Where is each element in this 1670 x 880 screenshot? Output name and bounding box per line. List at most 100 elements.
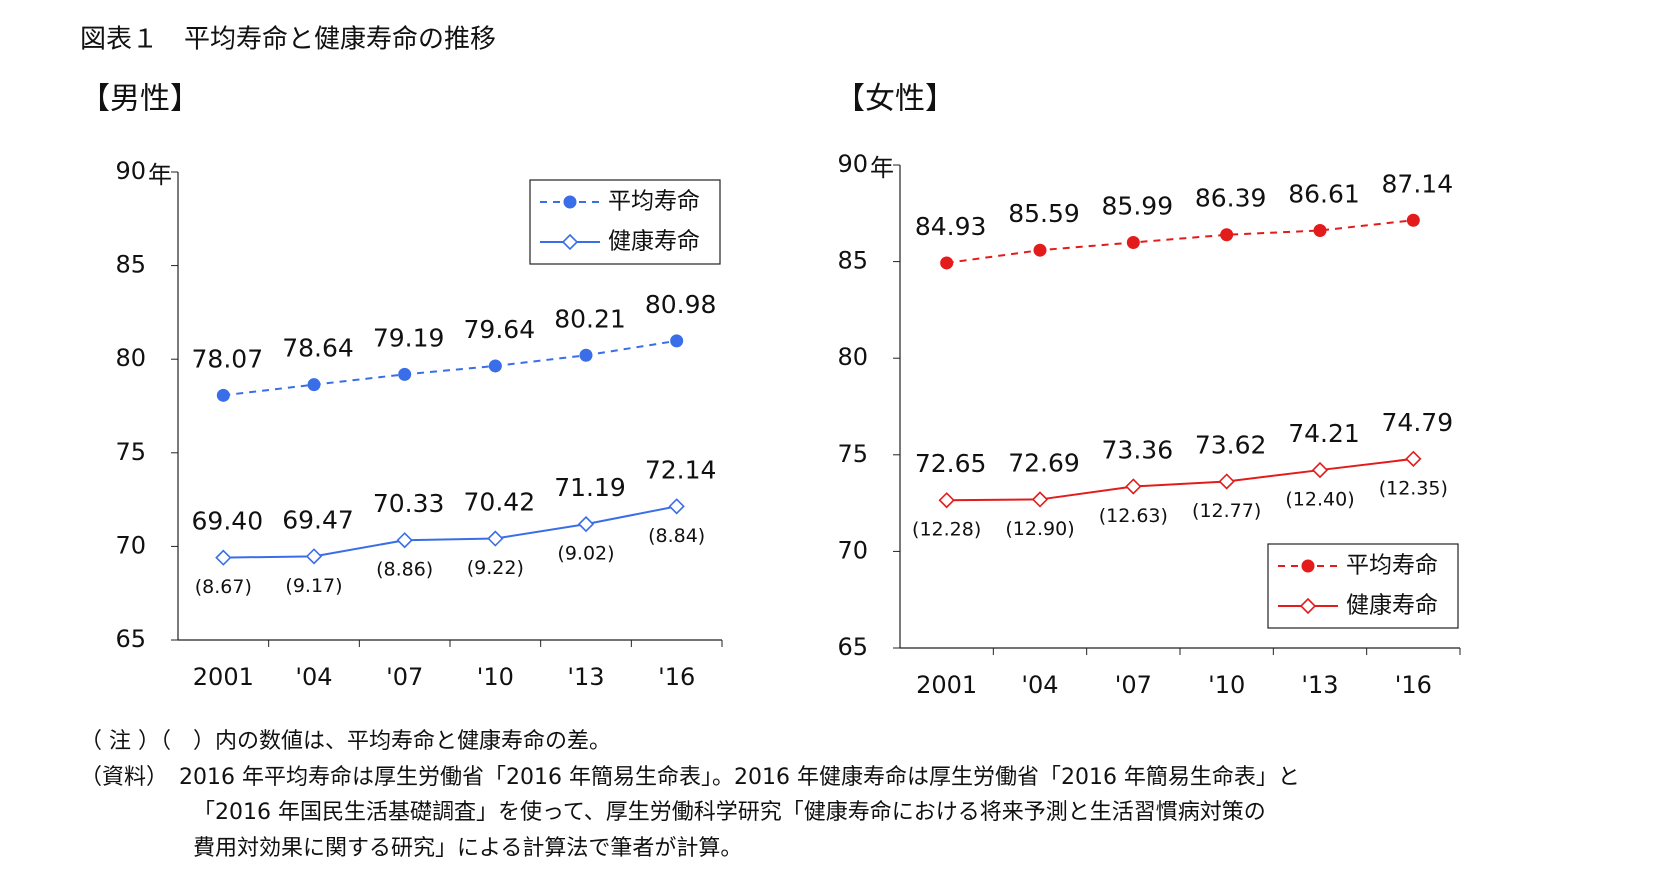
gap-label: (12.90) (1005, 518, 1074, 540)
point (940, 256, 954, 270)
y-tick-label: 70 (115, 531, 146, 559)
data-label: 72.69 (1008, 448, 1080, 477)
point (1406, 213, 1420, 227)
data-label: 79.64 (464, 315, 536, 344)
y-tick-label: 90 (115, 157, 146, 185)
gap-label: (12.28) (912, 519, 981, 541)
note: （ 注 ）（ ）内の数値は、平均寿命と健康寿命の差。 (80, 729, 611, 754)
y-tick-label: 70 (837, 536, 868, 564)
data-label: 72.65 (915, 449, 987, 478)
x-tick-label: '16 (658, 663, 695, 691)
gap-label: (12.77) (1192, 500, 1261, 522)
note: 費用対効果に関する研究」による計算法で筆者が計算。 (193, 836, 742, 861)
x-tick-label: '16 (1395, 671, 1432, 699)
data-label: 74.79 (1382, 408, 1454, 437)
gap-label: (8.86) (376, 559, 433, 581)
y-tick-label: 65 (837, 633, 868, 661)
legend-marker (1301, 559, 1315, 573)
x-tick-label: '13 (567, 663, 604, 691)
point (305, 548, 323, 565)
page-title: 図表１ 平均寿命と健康寿命の推移 (80, 25, 496, 55)
series-line (946, 219, 1414, 264)
data-label: 85.59 (1008, 199, 1080, 228)
gap-label: (12.63) (1099, 505, 1168, 527)
point (579, 348, 593, 362)
data-label: 70.33 (373, 489, 445, 518)
point (488, 359, 502, 373)
legend-box (1267, 543, 1459, 629)
data-label: 74.21 (1288, 419, 1360, 448)
x-tick-label: '04 (1021, 671, 1058, 699)
gap-label: (12.40) (1285, 489, 1354, 511)
legend-label: 平均寿命 (1346, 553, 1438, 579)
point (577, 515, 595, 533)
data-label: 85.99 (1102, 191, 1174, 220)
x-tick-label: '07 (386, 663, 423, 691)
series-line (946, 457, 1414, 502)
chart-title: 【女性】 (835, 82, 955, 117)
chart-title: 【男性】 (80, 82, 200, 117)
data-label: 71.19 (554, 473, 626, 502)
point (1405, 450, 1422, 467)
gap-label: (9.22) (467, 557, 524, 579)
point (1313, 223, 1327, 237)
data-label: 84.93 (915, 212, 987, 241)
x-tick-label: '04 (295, 663, 332, 691)
x-tick-label: '10 (1208, 671, 1245, 699)
point (396, 532, 413, 549)
legend-box (529, 179, 721, 265)
data-label: 78.07 (192, 344, 264, 373)
data-label: 79.19 (373, 323, 445, 352)
y-axis-unit: 年 (870, 154, 894, 182)
data-label: 80.98 (645, 290, 717, 319)
note: 「2016 年国民生活基礎調査」を使って、厚生労働科学研究「健康寿命における将来… (193, 800, 1266, 825)
point (1031, 491, 1049, 508)
data-label: 87.14 (1382, 169, 1454, 198)
x-tick-label: '07 (1115, 671, 1152, 699)
point (487, 530, 504, 547)
data-label: 72.14 (645, 455, 717, 484)
point (938, 492, 955, 509)
point (398, 367, 412, 381)
x-tick-label: 2001 (916, 671, 977, 699)
gap-label: (8.84) (648, 525, 705, 547)
gap-label: (9.17) (285, 575, 342, 597)
legend-label: 健康寿命 (1346, 593, 1438, 619)
gap-label: (12.35) (1379, 477, 1448, 499)
gap-label: (8.67) (195, 576, 252, 598)
point (668, 498, 685, 515)
y-tick-label: 75 (837, 440, 868, 468)
data-label: 86.61 (1288, 179, 1360, 208)
series-line (223, 505, 677, 559)
y-axis-unit: 年 (148, 161, 172, 189)
legend-marker (1299, 597, 1317, 615)
point (1033, 243, 1047, 257)
point (1126, 235, 1140, 249)
data-label: 69.47 (282, 505, 354, 534)
y-tick-label: 65 (115, 625, 146, 653)
point (215, 549, 232, 566)
gap-label: (9.02) (557, 543, 614, 565)
data-label: 70.42 (464, 488, 536, 517)
y-tick-label: 85 (837, 247, 868, 275)
y-tick-label: 85 (115, 251, 146, 279)
data-label: 80.21 (554, 304, 626, 333)
series-line (223, 339, 677, 397)
y-tick-label: 75 (115, 438, 146, 466)
y-tick-label: 80 (115, 344, 146, 372)
point (1311, 461, 1329, 479)
point (307, 378, 321, 392)
x-tick-label: 2001 (193, 663, 254, 691)
x-tick-label: '10 (477, 663, 514, 691)
x-tick-label: '13 (1301, 671, 1338, 699)
data-label: 86.39 (1195, 184, 1267, 213)
data-label: 78.64 (282, 334, 354, 363)
note: （資料） 2016 年平均寿命は厚生労働省「2016 年簡易生命表」。2016 … (80, 765, 1300, 790)
point (1125, 478, 1142, 495)
legend-marker (561, 233, 579, 251)
data-label: 73.62 (1195, 430, 1267, 459)
data-label: 69.40 (192, 507, 264, 536)
point (670, 334, 684, 348)
legend-marker (563, 195, 577, 209)
